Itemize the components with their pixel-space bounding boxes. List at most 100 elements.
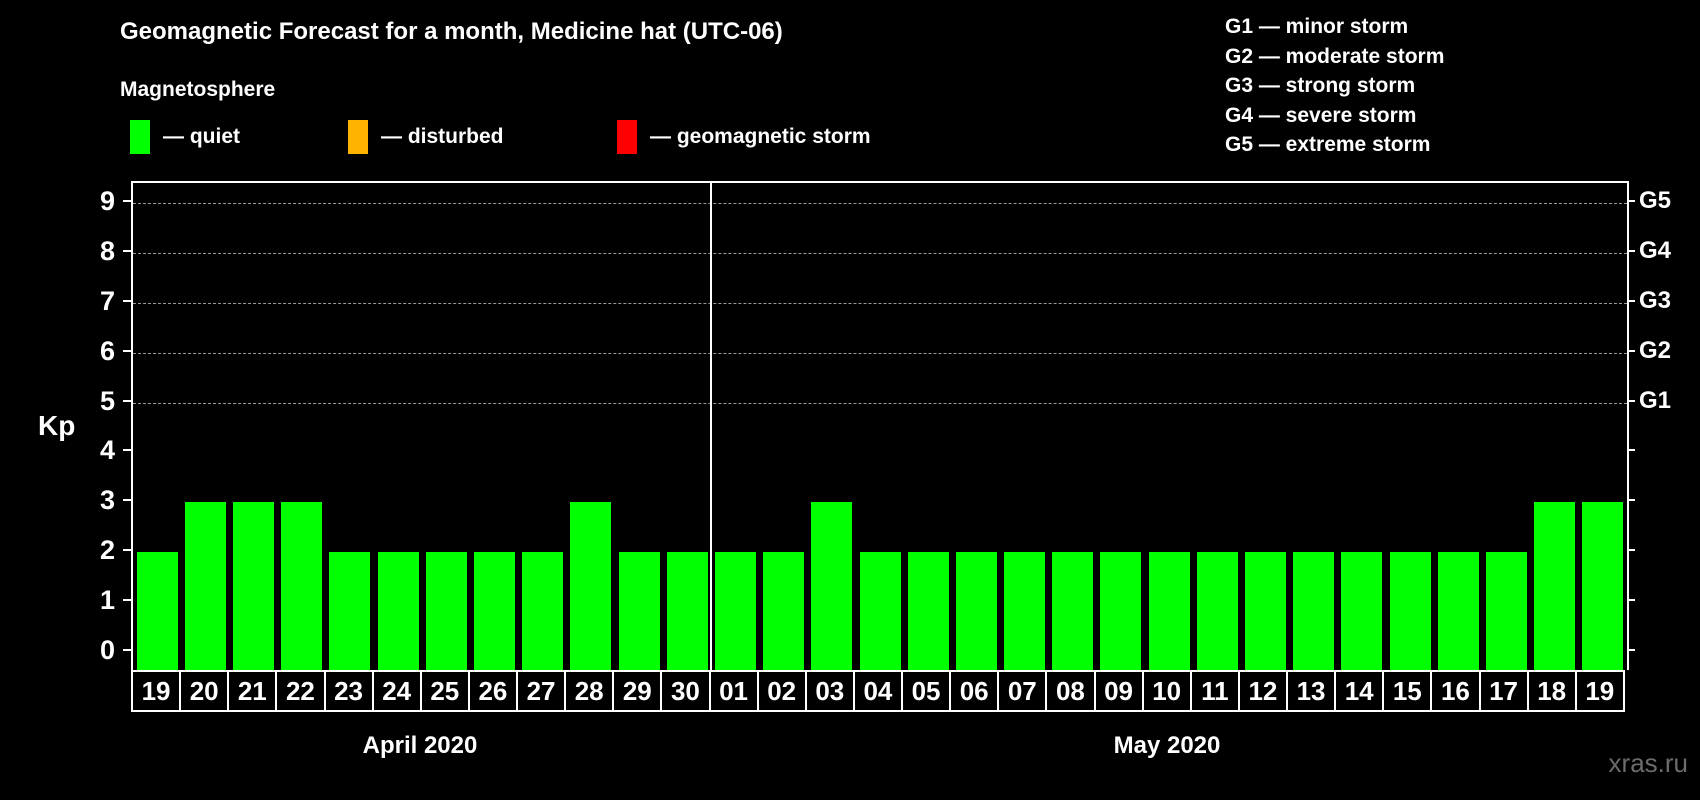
right-tick-kp9	[1627, 199, 1635, 202]
y-tick-label-9: 9	[99, 185, 115, 216]
y-tick-label-6: 6	[99, 335, 115, 366]
left-tick-kp2	[123, 549, 131, 552]
date-cell-30: 30	[660, 670, 711, 712]
left-tick-kp0	[123, 649, 131, 651]
kp-bar-day-29	[618, 552, 660, 670]
date-cell-22: 22	[275, 670, 326, 712]
kp-bar-day-07	[1004, 552, 1046, 670]
right-tick-kp2	[1627, 549, 1635, 552]
quiet-color-swatch	[130, 120, 150, 154]
date-cell-24: 24	[371, 670, 422, 712]
right-tick-kp1	[1627, 599, 1635, 602]
date-cell-04: 04	[852, 670, 903, 712]
right-tick-kp3	[1627, 499, 1635, 502]
gridline-kp6	[133, 352, 1627, 354]
watermark: xras.ru	[1608, 748, 1688, 778]
kp-bar-day-30	[666, 552, 708, 670]
kp-bar-day-09	[1100, 552, 1142, 670]
kp-bar-day-05	[907, 552, 949, 670]
date-cell-27: 27	[516, 670, 567, 712]
date-cell-21: 21	[227, 670, 278, 712]
chart-title: Geomagnetic Forecast for a month, Medici…	[120, 18, 783, 45]
month-label-april: April 2020	[362, 732, 478, 759]
date-axis-row: 19 20 21 22 23 24 25 26 27 28 29 30 01 02 03 04 05 06 07 08…	[131, 670, 1625, 712]
kp-bar-day-24	[377, 552, 419, 670]
kp-bar-day-10	[1148, 552, 1190, 670]
legend-item-disturbed: — disturbed	[348, 119, 504, 155]
left-tick-kp1	[123, 599, 131, 602]
date-cell-13: 13	[1286, 670, 1337, 712]
magnetosphere-label: Magnetosphere	[120, 78, 276, 101]
legend-item-geomagnetic-storm: — geomagnetic storm	[617, 119, 871, 155]
geomagnetic-storm-color-swatch	[617, 120, 637, 154]
y-tick-label-0: 0	[99, 635, 115, 665]
kp-bar-day-19	[1582, 502, 1624, 670]
g-scale-label-g4: G4	[1639, 236, 1672, 264]
y-tick-label-1: 1	[99, 585, 115, 616]
date-cell-17: 17	[1478, 670, 1529, 712]
storm-scale-line-g4: G4 — severe storm	[1225, 103, 1417, 127]
kp-bar-day-12	[1245, 552, 1287, 670]
y-tick-label-8: 8	[99, 235, 115, 266]
date-cell-19: 19	[1574, 670, 1625, 712]
right-tick-kp4	[1627, 449, 1635, 452]
y-tick-label-7: 7	[99, 285, 115, 316]
y-tick-label-2: 2	[99, 535, 115, 566]
kp-bar-day-23	[329, 552, 371, 670]
kp-bar-day-28	[570, 502, 612, 670]
storm-scale-line-g3: G3 — strong storm	[1225, 74, 1416, 97]
y-tick-label-5: 5	[99, 385, 115, 416]
storm-scale-line-g1: G1 — minor storm	[1225, 15, 1409, 38]
date-cell-23: 23	[323, 670, 374, 712]
right-tick-kp0	[1627, 649, 1635, 651]
right-tick-kp6	[1627, 349, 1635, 352]
kp-bar-day-11	[1196, 552, 1238, 670]
kp-bar-day-01	[714, 552, 756, 670]
kp-bar-day-20	[184, 502, 226, 670]
g-scale-label-g2: G2	[1639, 336, 1672, 364]
gridline-kp7	[133, 302, 1627, 304]
kp-bar-day-13	[1293, 552, 1335, 670]
left-tick-kp8	[123, 249, 131, 252]
date-cell-18: 18	[1526, 670, 1577, 712]
left-tick-kp3	[123, 499, 131, 502]
date-cell-03: 03	[804, 670, 855, 712]
kp-bar-day-04	[859, 552, 901, 670]
kp-bar-day-17	[1486, 552, 1528, 670]
date-cell-20: 20	[179, 670, 230, 712]
right-tick-kp7	[1627, 299, 1635, 302]
date-cell-06: 06	[949, 670, 1000, 712]
g-scale-label-g5: G5	[1639, 186, 1672, 214]
y-tick-label-3: 3	[99, 485, 115, 516]
month-separator-line	[710, 183, 713, 670]
kp-bar-day-08	[1052, 552, 1094, 670]
g-scale-label-g1: G1	[1639, 386, 1672, 414]
left-tick-kp7	[123, 299, 131, 302]
right-tick-kp8	[1627, 249, 1635, 252]
left-tick-kp4	[123, 449, 131, 452]
kp-bar-day-26	[473, 552, 515, 670]
left-tick-kp5	[123, 399, 131, 402]
legend-item-quiet: — quiet	[130, 119, 240, 155]
left-tick-kp9	[123, 199, 131, 202]
disturbed-color-swatch	[348, 120, 368, 154]
date-cell-12: 12	[1237, 670, 1288, 712]
right-tick-kp5	[1627, 399, 1635, 402]
date-cell-10: 10	[1141, 670, 1192, 712]
legend-label-geomagnetic-storm: — geomagnetic storm	[650, 125, 871, 148]
date-cell-01: 01	[708, 670, 759, 712]
storm-scale-line-g2: G2 — moderate storm	[1225, 44, 1445, 68]
gridline-kp9	[133, 202, 1627, 204]
date-cell-25: 25	[419, 670, 470, 712]
storm-scale-legend: G1 — minor storm G2 — moderate storm G3 …	[1225, 12, 1444, 160]
date-cell-09: 09	[1093, 670, 1144, 712]
date-cell-14: 14	[1334, 670, 1385, 712]
kp-bar-day-03	[811, 502, 853, 670]
y-tick-label-4: 4	[99, 435, 115, 466]
date-cell-16: 16	[1430, 670, 1481, 712]
plot-area	[131, 181, 1629, 670]
date-cell-05: 05	[901, 670, 952, 712]
date-cell-07: 07	[997, 670, 1048, 712]
gridline-kp5	[133, 402, 1627, 404]
kp-bar-day-18	[1534, 502, 1576, 670]
